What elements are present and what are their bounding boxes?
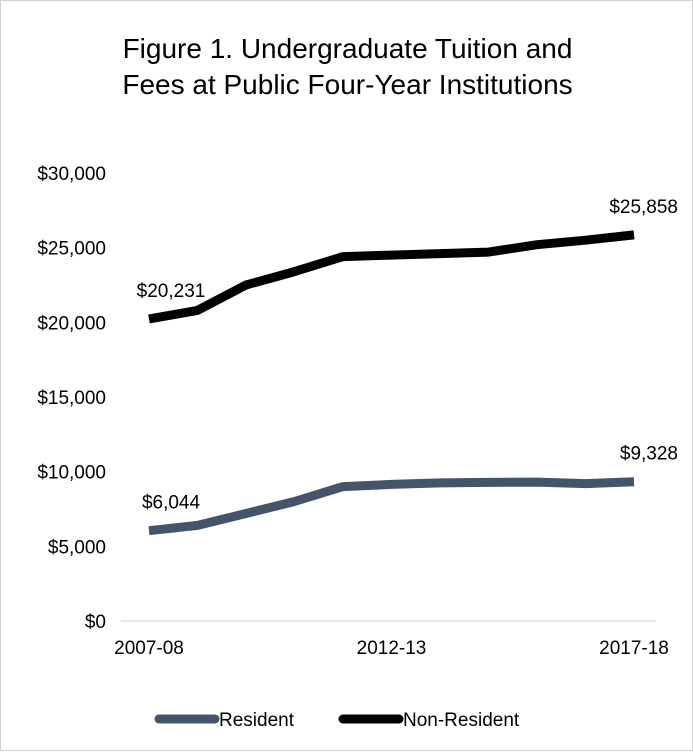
legend-label-non-resident: Non-Resident: [403, 710, 520, 731]
series-line-resident: [148, 477, 635, 536]
x-tick-label: 2017-18: [599, 638, 669, 659]
x-tick-label: 2007-08: [114, 638, 184, 659]
y-tick-label: $20,000: [37, 313, 106, 334]
legend-label-resident: Resident: [219, 710, 295, 731]
y-tick-label: $0: [85, 612, 106, 633]
data-label: $20,231: [137, 281, 206, 302]
x-tick-label: 2012-13: [357, 638, 427, 659]
chart-title: Figure 1. Undergraduate Tuition and Fees…: [1, 31, 693, 103]
chart-title-line-1: Figure 1. Undergraduate Tuition and: [122, 33, 573, 64]
y-tick-label: $15,000: [37, 388, 106, 409]
y-tick-label: $30,000: [37, 164, 106, 185]
y-tick-label: $10,000: [37, 463, 106, 484]
data-label: $9,328: [620, 444, 678, 465]
y-tick-label: $5,000: [48, 537, 106, 558]
y-tick-label: $25,000: [37, 239, 106, 260]
data-label: $6,044: [142, 493, 201, 514]
series-line-non-resident: [148, 230, 635, 324]
data-label: $25,858: [609, 197, 678, 218]
chart-title-line-2: Fees at Public Four-Year Institutions: [122, 69, 573, 100]
